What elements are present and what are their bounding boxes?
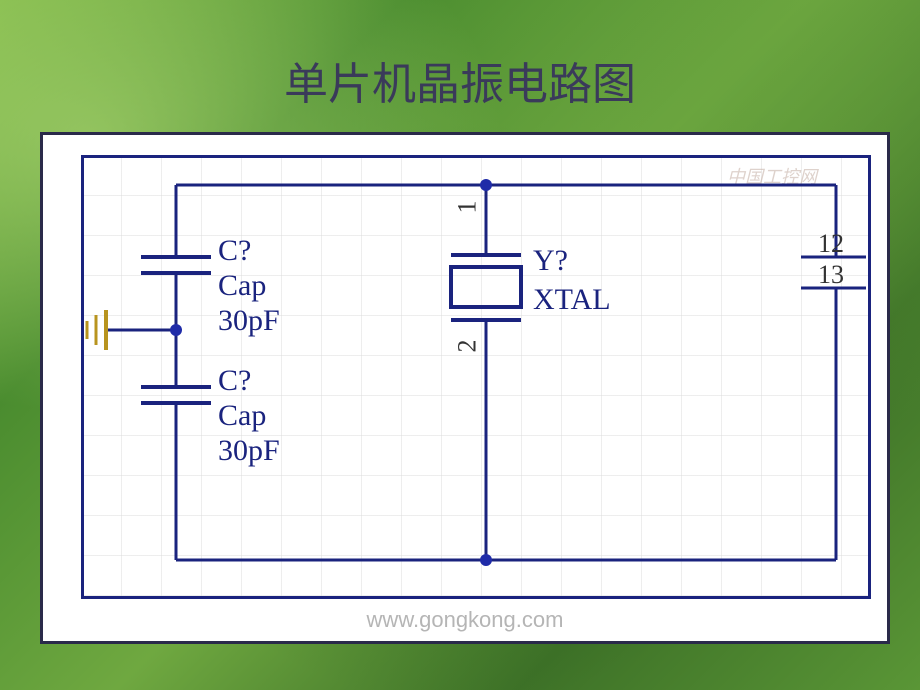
crystal-pin1: 1 xyxy=(453,201,483,214)
pin-12: 12 xyxy=(818,229,844,259)
cap2-name: Cap xyxy=(218,399,266,432)
crystal-symbol xyxy=(451,255,521,320)
crystal-name: XTAL xyxy=(533,283,611,316)
cap1-designator: C? xyxy=(218,234,251,267)
pin-13: 13 xyxy=(818,260,844,290)
junction-top xyxy=(480,179,492,191)
cap1-value: 30pF xyxy=(218,304,280,337)
diagram-frame: 中国工控网 xyxy=(40,132,890,644)
crystal-designator: Y? xyxy=(533,244,568,277)
junction-bottom xyxy=(480,554,492,566)
cap1-name: Cap xyxy=(218,269,266,302)
slide-title: 单片机晶振电路图 xyxy=(0,48,920,112)
crystal-pin2: 2 xyxy=(453,340,483,353)
cap2-value: 30pF xyxy=(218,434,280,467)
ground-symbol xyxy=(87,310,106,350)
watermark-bottom: www.gongkong.com xyxy=(43,607,887,633)
junction-ground xyxy=(170,324,182,336)
cap2-designator: C? xyxy=(218,364,251,397)
circuit-schematic xyxy=(81,155,871,599)
